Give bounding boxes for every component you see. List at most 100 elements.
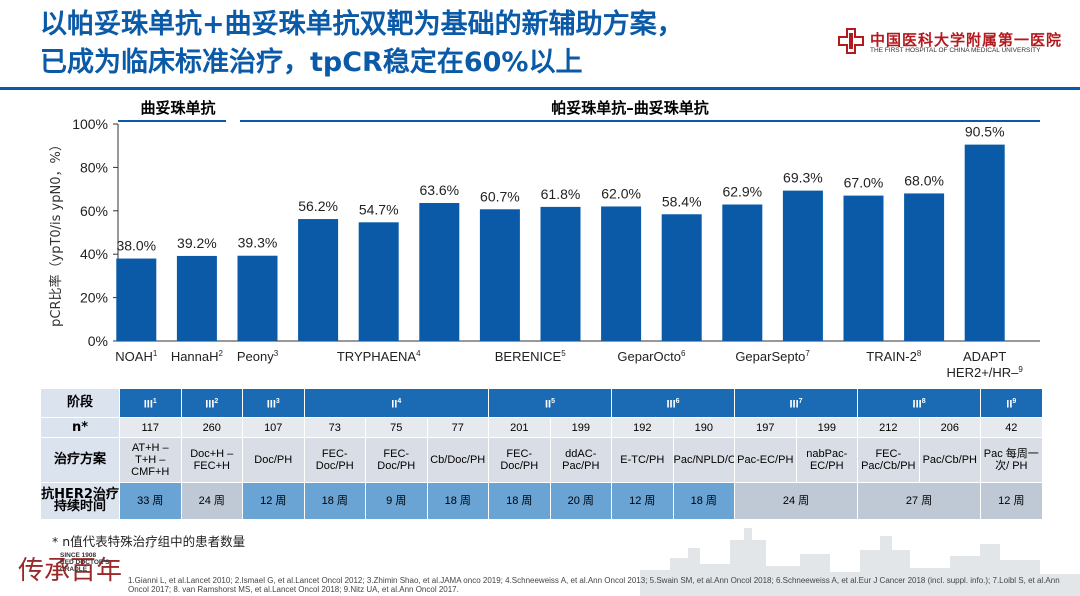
bar-value-label: 39.3% [238,235,278,251]
references: 1.Gianni L, et al.Lancet 2010; 2.Ismael … [128,576,1060,594]
duration-cell: 20 周 [549,482,613,520]
bar-value-label: 67.0% [844,175,884,191]
regimen-cell: nabPac-EC/PH [795,437,859,483]
bar-value-label: 56.2% [298,198,338,214]
y-tick-label: 100% [72,116,108,132]
row-header-n: n* [40,417,120,438]
group-label-trastuzumab: 曲妥珠单抗 [140,99,216,117]
n-cell: 190 [672,417,736,438]
n-cell: 197 [734,417,797,438]
phase-reference: 7 [798,397,803,405]
study-name: TRAIN-2 [866,349,917,364]
duration-cell: 18 周 [672,482,736,520]
bar-8 [540,206,581,341]
bar-2 [176,255,217,341]
study-reference: 5 [561,349,566,358]
duration-cell: 18 周 [303,482,366,520]
bar-value-label: 63.6% [419,182,459,198]
duration-cell: 12 周 [611,482,674,520]
title-divider [0,87,1080,90]
study-name: ADAPT [963,349,1006,364]
hospital-logo: 中国医科大学附属第一医院 THE FIRST HOSPITAL OF CHINA… [838,26,1078,56]
y-axis-label: pCR比率（ypT0/is ypN0，%） [48,138,64,327]
bar-7 [479,209,520,341]
trial-details-table: 阶段 III1 III2 III3 II4 II5 III6 III7 III8 II9 n* … [40,388,1043,520]
bar-14 [904,193,945,341]
row-header-duration: 抗HER2治疗持续时间 [40,482,120,520]
phase-reference: 6 [675,397,680,405]
y-tick-label: 40% [80,246,108,262]
bar-9 [601,206,642,341]
study-subgroup: HER2+/HR– [947,365,1020,380]
phase-cell: II9 [980,388,1043,418]
regimen-cell: Pac-EC/PH [734,437,797,483]
phase-reference: 8 [921,397,926,405]
n-cell: 192 [611,417,674,438]
bar-value-label: 69.3% [783,170,823,186]
hospital-cross-icon [838,28,864,54]
x-category-train-2: TRAIN-28 [866,349,922,364]
bar-11 [722,204,763,341]
bar-value-label: 54.7% [359,201,399,217]
row-header-regimen: 治疗方案 [40,437,120,483]
duration-cell: 12 周 [242,482,305,520]
duration-cell: 18 周 [426,482,490,520]
stamp-english-1: RED DOCTOR'S [60,559,110,566]
phase-cell: III7 [734,388,859,418]
group-line-trastuzumab [118,120,226,122]
y-tick-label: 60% [80,203,108,219]
n-cell: 117 [119,417,182,438]
row-header-phase: 阶段 [40,388,120,418]
study-reference: 6 [681,349,686,358]
x-category-tryphaena: TRYPHAENA4 [337,349,421,364]
bar-value-label: 38.0% [116,238,156,254]
regimen-cell: E-TC/PH [611,437,674,483]
bar-value-label: 39.2% [177,235,217,251]
n-cell: 212 [857,417,920,438]
bar-4 [298,219,339,341]
study-name: Peony [237,349,274,364]
logo-chinese-name: 中国医科大学附属第一医院 [870,31,1063,49]
phase-cell: III6 [611,388,736,418]
phase-reference: 2 [214,397,219,405]
regimen-cell: Pac/Cb/PH [918,437,982,483]
centennial-stamp: 传承百年 SINCE 1908 RED DOCTOR'S CRADLE [14,548,124,596]
bar-1 [116,258,157,341]
n-cell: 42 [980,417,1043,438]
study-reference: 2 [219,349,224,358]
bar-15 [964,144,1005,341]
bar-13 [843,195,884,341]
n-cell: 206 [918,417,982,438]
x-category-hannah: HannaH2 [171,349,224,364]
study-name: GeparSepto [735,349,805,364]
duration-cell: 12 周 [980,482,1043,520]
bar-value-label: 58.4% [662,193,702,209]
duration-cell: 24 周 [180,482,243,520]
bar-6 [419,202,460,341]
duration-cell: 18 周 [488,482,551,520]
regimen-cell: Pac 每周一次/ PH [980,437,1043,483]
regimen-cell: Doc+H – FEC+H [180,437,243,483]
n-cell: 199 [549,417,613,438]
phase-cell: III2 [180,388,243,418]
y-tick-label: 0% [88,333,108,349]
n-row: n* 117 260 107 73 75 77 201 199 192 190 197 199 212 2… [40,417,1043,438]
study-name: GeparOcto [617,349,681,364]
phase-reference: 5 [551,397,556,405]
logo-english-name: THE FIRST HOSPITAL OF CHINA MEDICAL UNIV… [870,47,1041,54]
bar-12 [782,190,823,341]
x-category-berenice: BERENICE5 [495,349,566,364]
regimen-cell: Pac/NPLD/Cb/PH [672,437,736,483]
regimen-cell: ddAC-Pac/PH [549,437,613,483]
group-line-dual-blockade [240,120,1040,122]
bar-value-label: 61.8% [541,186,581,202]
stamp-since-year: SINCE 1908 [60,552,97,559]
study-name: NOAH [115,349,153,364]
study-reference: 3 [274,349,279,358]
x-category-geparocto: GeparOcto6 [617,349,686,364]
duration-cell: 33 周 [119,482,182,520]
phase-cell: III3 [242,388,305,418]
x-category-peony: Peony3 [237,349,279,364]
x-category-subline: HER2+/HR–9 [947,365,1024,380]
x-category-adapt: ADAPT [963,349,1006,364]
